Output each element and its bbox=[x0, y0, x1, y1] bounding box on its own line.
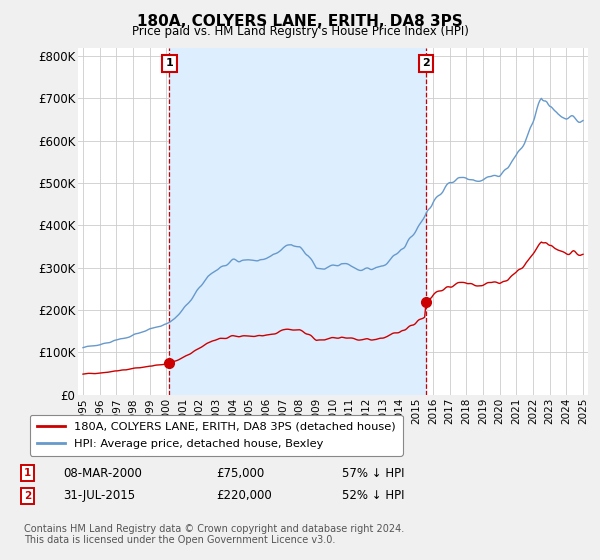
Text: 2: 2 bbox=[24, 491, 31, 501]
Text: 1: 1 bbox=[24, 468, 31, 478]
Text: £220,000: £220,000 bbox=[216, 489, 272, 502]
Text: 31-JUL-2015: 31-JUL-2015 bbox=[63, 489, 135, 502]
Text: Contains HM Land Registry data © Crown copyright and database right 2024.
This d: Contains HM Land Registry data © Crown c… bbox=[24, 524, 404, 545]
Text: Price paid vs. HM Land Registry's House Price Index (HPI): Price paid vs. HM Land Registry's House … bbox=[131, 25, 469, 38]
Text: £75,000: £75,000 bbox=[216, 466, 264, 480]
Text: 1: 1 bbox=[166, 58, 173, 68]
Text: 52% ↓ HPI: 52% ↓ HPI bbox=[342, 489, 404, 502]
Text: 2: 2 bbox=[422, 58, 430, 68]
Legend: 180A, COLYERS LANE, ERITH, DA8 3PS (detached house), HPI: Average price, detache: 180A, COLYERS LANE, ERITH, DA8 3PS (deta… bbox=[29, 415, 403, 456]
Text: 180A, COLYERS LANE, ERITH, DA8 3PS: 180A, COLYERS LANE, ERITH, DA8 3PS bbox=[137, 14, 463, 29]
Bar bbox=[169, 48, 426, 395]
Text: 57% ↓ HPI: 57% ↓ HPI bbox=[342, 466, 404, 480]
Text: 08-MAR-2000: 08-MAR-2000 bbox=[63, 466, 142, 480]
